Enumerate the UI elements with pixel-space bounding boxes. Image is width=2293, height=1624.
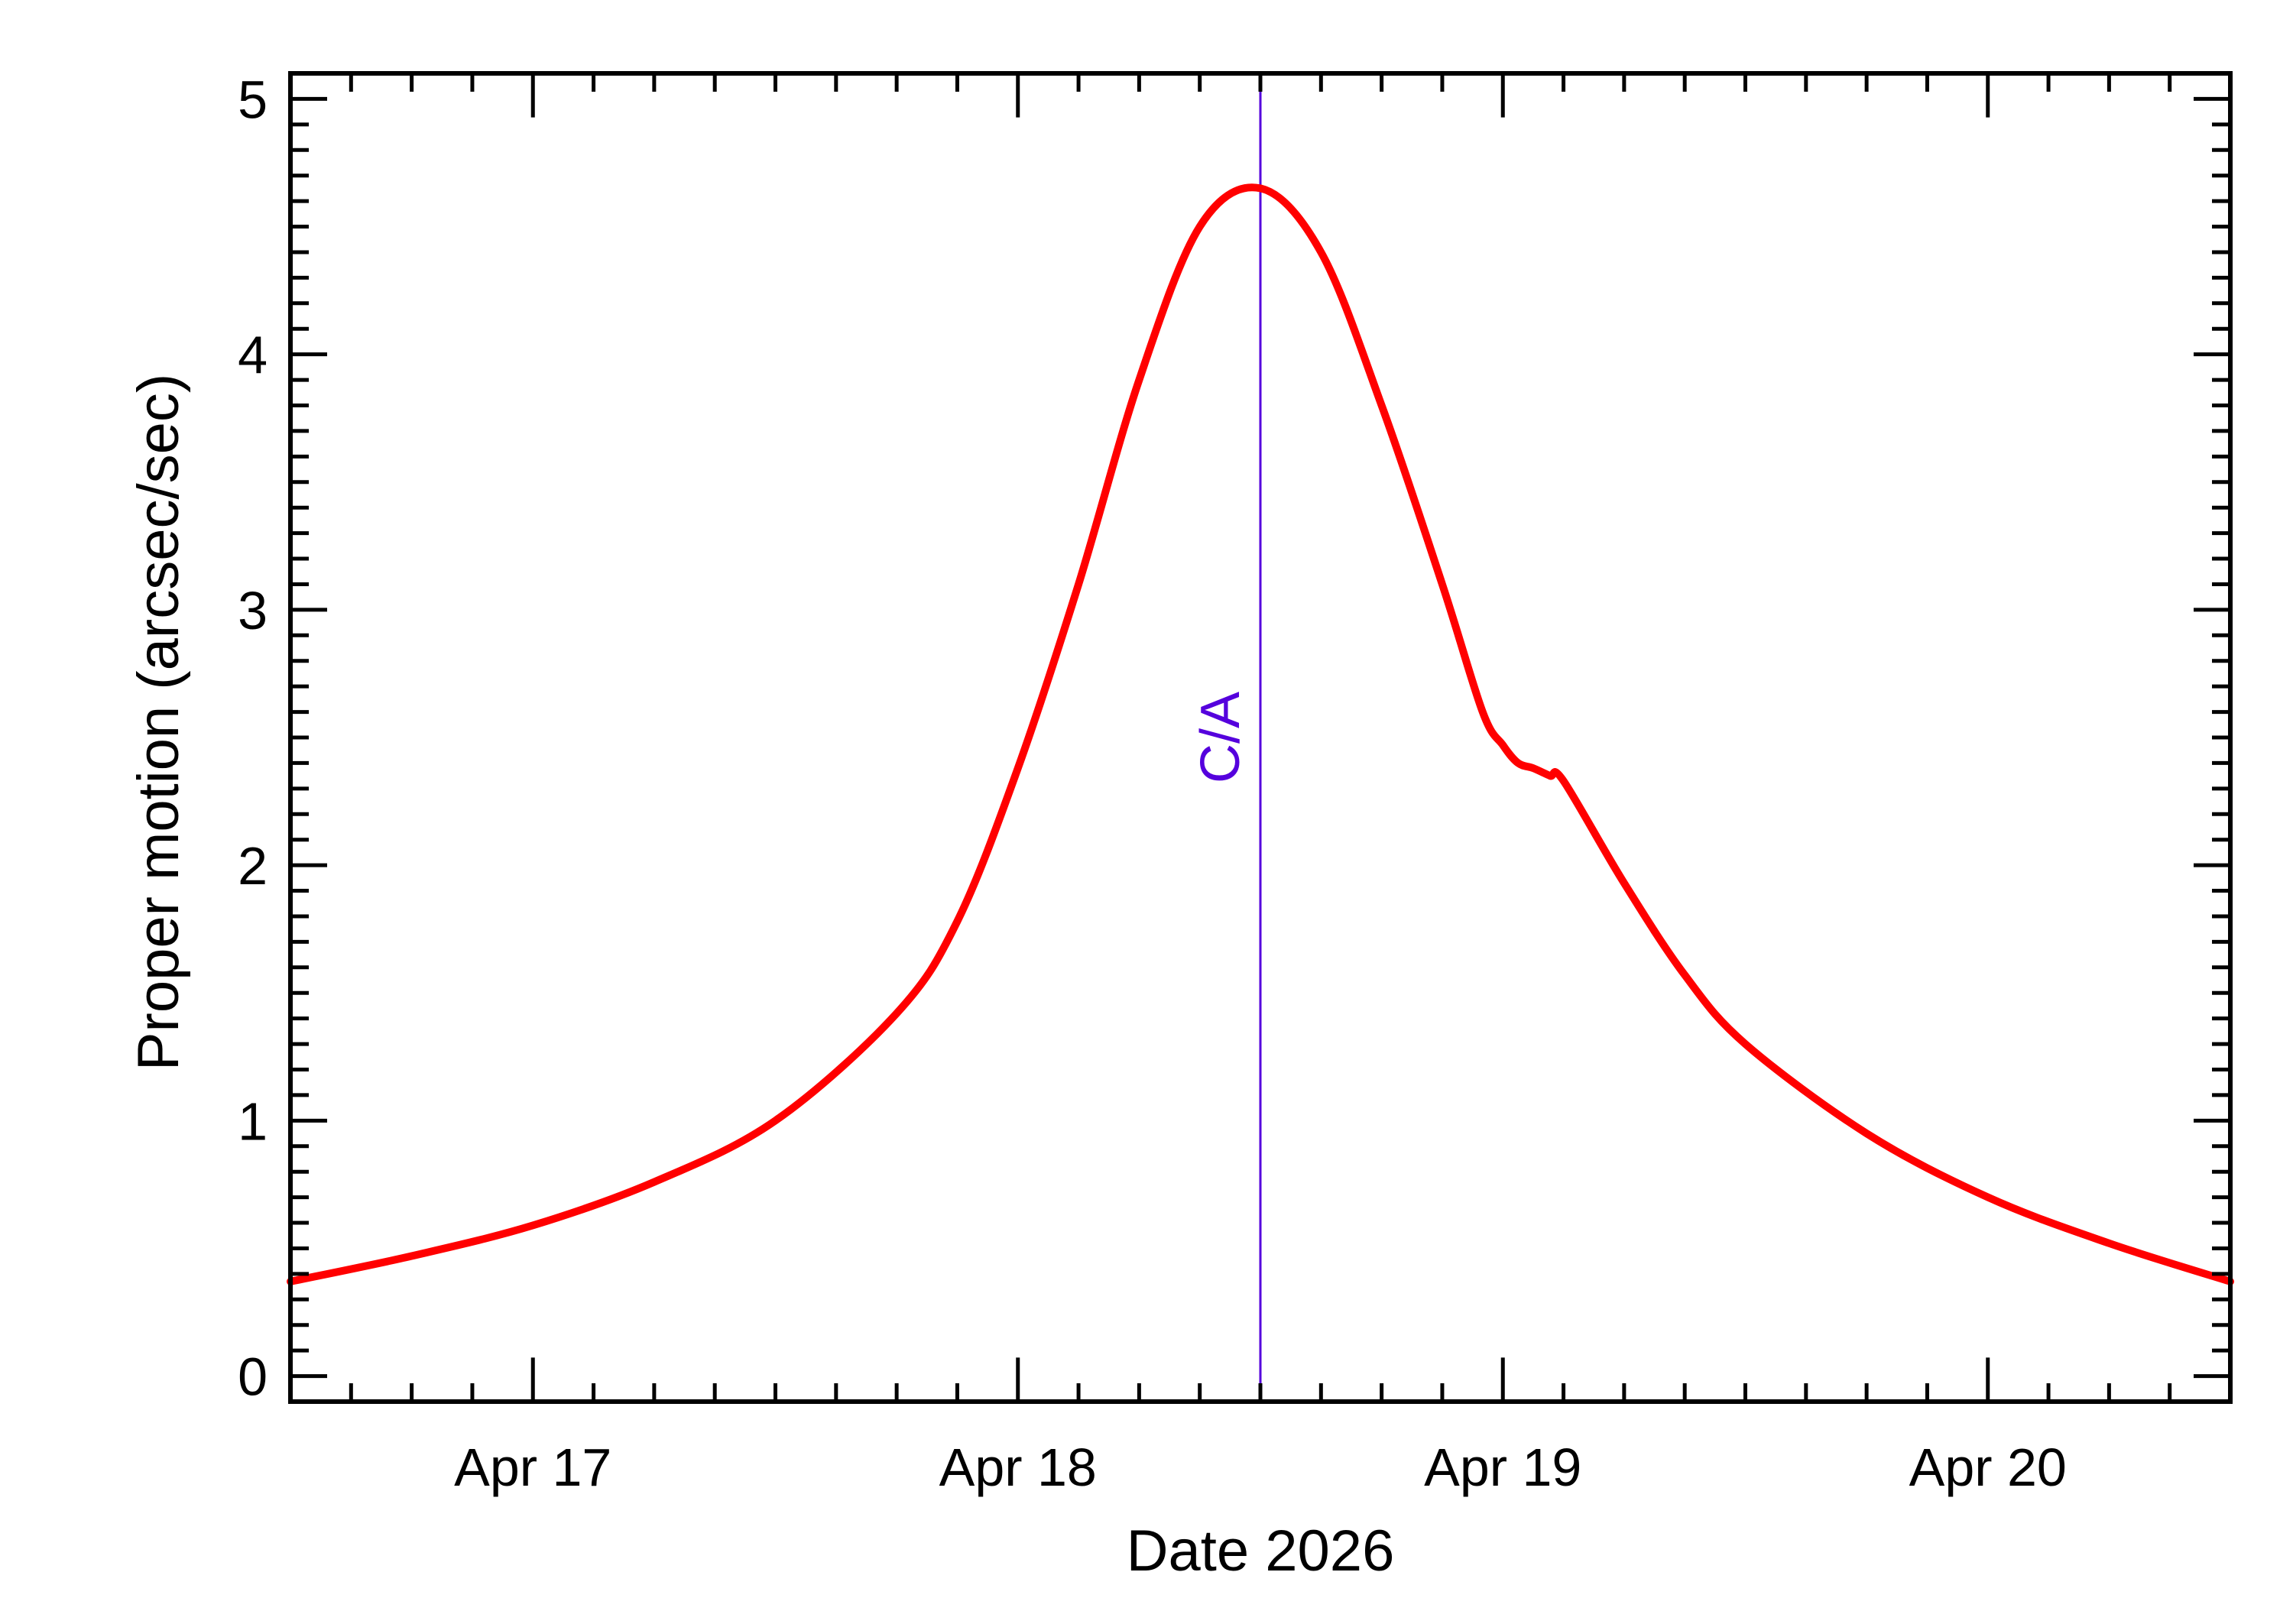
x-tick-labels: Apr 17 Apr 18 Apr 19 Apr 20 xyxy=(454,1438,2067,1497)
x-tick-label: Apr 19 xyxy=(1424,1438,1581,1497)
y-axis-title: Proper motion (arcsec/sec) xyxy=(126,374,191,1071)
x-axis-title: Date 2026 xyxy=(1127,1519,1395,1583)
y-tick-label: 3 xyxy=(238,581,268,640)
proper-motion-line xyxy=(287,183,2234,1285)
ca-label: C/A xyxy=(1190,692,1251,783)
y-tick-label: 2 xyxy=(238,836,268,896)
y-tick-label: 1 xyxy=(238,1091,268,1151)
y-tick-label: 0 xyxy=(238,1347,268,1407)
data-series xyxy=(287,183,2234,1285)
x-tick-label: Apr 18 xyxy=(939,1438,1097,1497)
tick-marks xyxy=(288,71,2233,1404)
y-tick-labels: 0 1 2 3 4 5 xyxy=(238,70,268,1406)
y-tick-label: 4 xyxy=(238,326,268,385)
y-tick-label: 5 xyxy=(238,70,268,129)
x-tick-label: Apr 17 xyxy=(454,1438,611,1497)
ca-marker: C/A xyxy=(1190,73,1262,1402)
x-tick-label: Apr 20 xyxy=(1909,1438,2067,1497)
